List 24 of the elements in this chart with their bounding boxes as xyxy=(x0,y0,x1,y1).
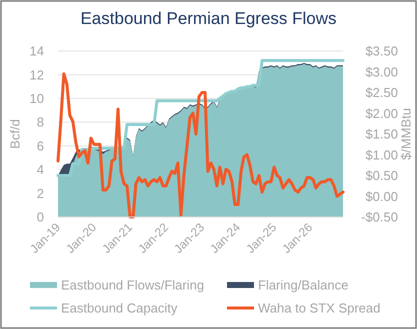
y-tick-label: 8 xyxy=(36,114,44,130)
y-tick-label: 14 xyxy=(30,44,44,59)
legend-label: Waha to STX Spread xyxy=(258,300,380,316)
y-tick-label: 0 xyxy=(36,210,44,225)
chart-title: Eastbound Permian Egress Flows xyxy=(80,9,337,28)
legend-label: Eastbound Capacity xyxy=(61,300,178,316)
y2-tick-label: $2.00 xyxy=(365,106,398,121)
y2-tick-label: $0.00 xyxy=(365,188,398,204)
y2-tick-label: $1.00 xyxy=(365,147,398,162)
y2-tick-label: $3.00 xyxy=(365,64,398,80)
y2-tick-label: $1.50 xyxy=(365,126,398,142)
y2-tick-label: $2.50 xyxy=(365,85,398,100)
y2-axis-title: $/MMBtu xyxy=(398,108,414,160)
y2-tick-label: $0.50 xyxy=(365,168,398,184)
y-tick-label: 2 xyxy=(36,186,44,201)
legend-label: Eastbound Flows/Flaring xyxy=(61,278,204,293)
legend-label: Flaring/Balance xyxy=(258,278,348,293)
y-tick-label: 12 xyxy=(30,67,44,82)
y-tick-label: 6 xyxy=(36,138,44,154)
y2-tick-label: -$0.50 xyxy=(361,210,398,225)
y2-tick-label: $3.50 xyxy=(365,44,398,59)
y-axis-title: Bcf/d xyxy=(8,119,23,149)
y-tick-label: 4 xyxy=(36,162,44,178)
y-tick-label: 10 xyxy=(30,90,44,106)
